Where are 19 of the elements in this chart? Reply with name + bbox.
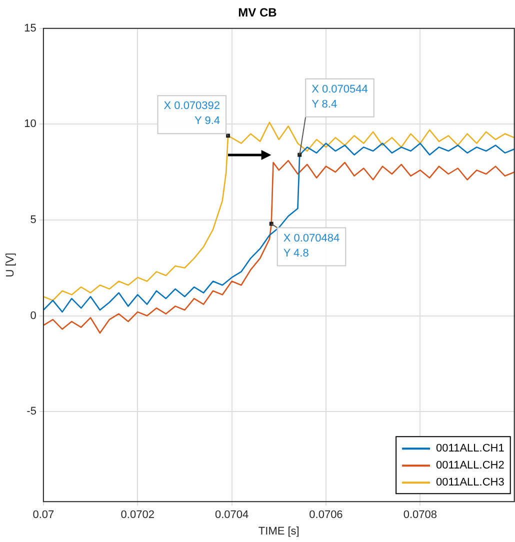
x-axis-title: TIME [s] xyxy=(258,525,300,538)
y-tick-label: -5 xyxy=(26,406,36,418)
y-tick-label: 15 xyxy=(24,22,36,34)
legend-label: 0011ALL.CH1 xyxy=(436,442,504,455)
x-tick-label: 0.0704 xyxy=(214,509,249,522)
annotation: X 0.070544 Y 8.4 xyxy=(312,83,368,110)
annotation: X 0.070484 Y 4.8 xyxy=(283,232,340,260)
y-tick-label: 10 xyxy=(24,118,36,130)
y-tick-label: 5 xyxy=(30,214,36,226)
legend-label: 0011ALL.CH3 xyxy=(436,476,504,489)
annotation: X 0.070392 Y 9.4 xyxy=(164,100,220,128)
x-tick-label: 0.0706 xyxy=(309,509,343,522)
x-tick-label: 0.0702 xyxy=(120,509,154,522)
chart-title: MV CB xyxy=(238,6,278,20)
y-axis-title: U [V] xyxy=(4,252,17,278)
x-tick-label: 0.0708 xyxy=(403,509,437,522)
x-tick-label: 0.07 xyxy=(32,509,54,522)
y-tick-label: 0 xyxy=(30,310,36,322)
legend-label: 0011ALL.CH2 xyxy=(436,460,504,472)
